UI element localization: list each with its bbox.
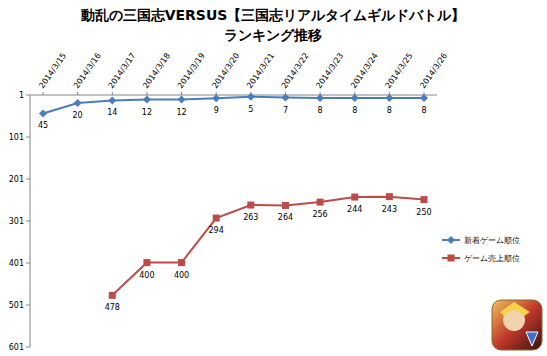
- y-tick: [26, 179, 30, 180]
- marker: [247, 93, 255, 101]
- x-tick-label: 2014/3/23: [314, 51, 345, 90]
- series-line: [43, 97, 424, 114]
- y-tick: [26, 221, 30, 222]
- marker: [386, 193, 393, 200]
- marker: [213, 215, 220, 222]
- x-tick-label: 2014/3/22: [280, 51, 311, 90]
- marker: [39, 109, 47, 117]
- marker: [178, 96, 186, 104]
- legend-label: 新着ゲーム順位: [464, 236, 520, 245]
- y-tick-label: 501: [9, 301, 24, 310]
- x-tick-label: 2014/3/24: [349, 51, 380, 90]
- marker: [178, 259, 185, 266]
- y-tick-label: 601: [9, 343, 24, 352]
- title: 動乱の三国志VERSUS【三国志リアルタイムギルドバトル】: [80, 7, 466, 23]
- data-label: 14: [107, 108, 117, 117]
- legend: 新着ゲーム順位ゲーム売上順位: [442, 236, 520, 263]
- y-tick: [26, 305, 30, 306]
- data-label: 256: [312, 210, 327, 219]
- data-label: 8: [387, 106, 392, 115]
- marker: [316, 94, 324, 102]
- data-label: 263: [243, 213, 258, 222]
- y-tick-label: 301: [9, 217, 24, 226]
- data-label: 294: [209, 226, 224, 235]
- x-tick-label: 2014/3/20: [210, 51, 241, 90]
- x-tick: [181, 92, 182, 95]
- data-label: 7: [283, 106, 288, 115]
- x-tick: [43, 92, 44, 95]
- y-tick: [26, 347, 30, 348]
- x-tick-label: 2014/3/17: [107, 51, 138, 90]
- y-tick: [26, 137, 30, 138]
- y-tick-label: 101: [9, 133, 24, 142]
- marker: [351, 94, 359, 102]
- y-tick: [26, 95, 30, 96]
- data-labels: 45 20 14 12 12 9 5 7 8 8 8 8 478 400 400 294 263 264 256 24…: [38, 105, 432, 313]
- icon-frame: [492, 300, 542, 350]
- plot-area: [39, 93, 428, 299]
- data-label: 5: [248, 105, 253, 114]
- marker: [143, 96, 151, 104]
- x-tick-label: 2014/3/18: [141, 51, 172, 90]
- data-label: 243: [382, 205, 397, 214]
- marker: [212, 94, 220, 102]
- chart-root: 動乱の三国志VERSUS【三国志リアルタイムギルドバトル】ランキング推移 1 101…: [0, 0, 547, 356]
- data-label: 8: [352, 106, 357, 115]
- data-label: 478: [105, 303, 120, 312]
- data-label: 12: [176, 108, 186, 117]
- data-label: 8: [421, 106, 426, 115]
- x-tick-label: 2014/3/26: [418, 51, 449, 90]
- app-icon: [492, 300, 542, 350]
- x-tick: [77, 92, 78, 95]
- marker: [282, 202, 289, 209]
- x-tick: [146, 92, 147, 95]
- y-tick: [26, 263, 30, 264]
- data-label: 20: [73, 111, 83, 120]
- marker: [351, 194, 358, 201]
- data-label: 400: [174, 271, 189, 280]
- series-line: [112, 197, 424, 296]
- marker: [317, 199, 324, 206]
- legend-marker: [448, 255, 455, 262]
- x-tick-label: 2014/3/25: [384, 51, 415, 90]
- marker: [420, 94, 428, 102]
- x-tick-label: 2014/3/21: [245, 51, 276, 90]
- marker: [421, 196, 428, 203]
- subtitle: ランキング推移: [224, 27, 322, 43]
- marker: [74, 99, 82, 107]
- icon-helmet: [500, 302, 530, 316]
- data-label: 400: [139, 271, 154, 280]
- y-tick-label: 401: [9, 259, 24, 268]
- data-label: 264: [278, 213, 293, 222]
- x-tick-label: 2014/3/16: [72, 51, 103, 90]
- x-tick: [112, 92, 113, 95]
- icon-badge: [526, 332, 538, 346]
- data-label: 9: [214, 106, 219, 115]
- legend-label: ゲーム売上順位: [464, 254, 520, 263]
- marker: [143, 259, 150, 266]
- marker: [385, 94, 393, 102]
- x-axis: [30, 95, 437, 96]
- legend-marker: [447, 236, 455, 244]
- data-label: 45: [38, 121, 48, 130]
- x-tick-label: 2014/3/15: [37, 51, 68, 90]
- marker: [109, 292, 116, 299]
- y-tick-label: 201: [9, 175, 24, 184]
- y-tick-label: 1: [19, 91, 24, 100]
- data-label: 12: [142, 108, 152, 117]
- marker: [247, 202, 254, 209]
- data-label: 8: [318, 106, 323, 115]
- chart: 動乱の三国志VERSUS【三国志リアルタイムギルドバトル】ランキング推移 1 101…: [0, 0, 547, 356]
- x-tick-label: 2014/3/19: [176, 51, 207, 90]
- data-label: 250: [416, 208, 431, 217]
- marker: [281, 94, 289, 102]
- marker: [108, 96, 116, 104]
- data-label: 244: [347, 205, 362, 214]
